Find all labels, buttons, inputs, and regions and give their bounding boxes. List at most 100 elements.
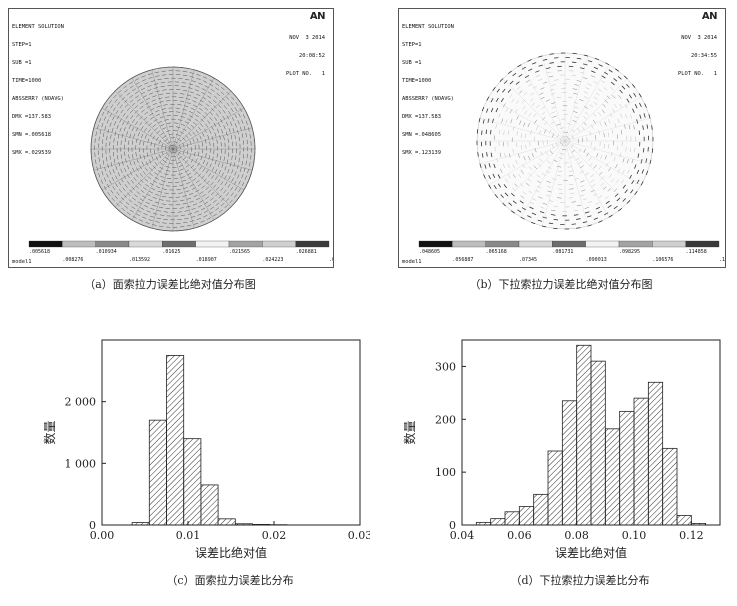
cable-segment: [196, 111, 201, 114]
radial-cable: [564, 140, 628, 204]
x-tick-label: 0.08: [564, 529, 589, 542]
cable-segment: [519, 183, 524, 187]
cable-segment: [629, 147, 631, 153]
cable-segment: [142, 95, 147, 98]
cable-segment: [236, 197, 240, 201]
cable-segment: [570, 192, 575, 194]
cable-segment: [535, 70, 540, 73]
cable-segment: [495, 124, 497, 129]
cable-segment: [140, 133, 144, 139]
legend-swatch: [162, 240, 196, 248]
cable-segment: [538, 64, 543, 67]
cable-segment: [165, 152, 170, 156]
cable-segment: [180, 115, 185, 118]
cable-segment: [199, 166, 203, 171]
cable-segment: [204, 85, 209, 89]
cable-segment: [160, 124, 165, 127]
cable-segment: [583, 63, 588, 66]
cable-segment: [252, 165, 254, 171]
cable-segment: [245, 160, 247, 165]
cable-segment: [146, 210, 151, 213]
cable-segment: [624, 75, 628, 80]
cable-segment: [134, 105, 139, 109]
cable-segment: [551, 214, 556, 216]
cable-segment: [641, 169, 645, 174]
cable-segment: [615, 179, 619, 184]
cable-segment: [572, 88, 578, 90]
legend-swatch: [452, 240, 486, 248]
cable-segment: [214, 160, 217, 165]
cable-segment: [154, 177, 159, 180]
cable-segment: [187, 213, 193, 215]
cable-segment: [209, 163, 212, 168]
cable-segment: [570, 144, 574, 148]
cable-segment: [192, 203, 198, 206]
cable-segment: [551, 106, 556, 109]
cable-segment: [162, 222, 167, 224]
cable-segment: [249, 172, 252, 177]
cable-segment: [539, 158, 543, 163]
cable-segment: [578, 161, 583, 165]
cable-segment: [92, 127, 94, 133]
model-view: .005618 .010934 .01625 .021565 .026881 .00827…: [28, 66, 333, 263]
cable-segment: [159, 101, 164, 103]
cable-segment: [215, 202, 220, 206]
cable-segment: [110, 162, 113, 167]
legend-swatch: [552, 240, 586, 248]
y-tick-label: 100: [435, 466, 456, 479]
cable-segment: [125, 201, 130, 206]
cable-segment: [211, 175, 215, 179]
cable-segment: [93, 169, 95, 174]
cable-segment: [557, 184, 562, 186]
cable-segment: [201, 92, 206, 95]
cable-segment: [101, 122, 104, 128]
cable-segment: [583, 77, 588, 80]
cable-segment: [135, 121, 138, 126]
cable-segment: [545, 194, 551, 197]
cable-segment: [624, 124, 626, 129]
cable-segment: [608, 132, 610, 138]
cable-segment: [579, 165, 584, 169]
cable-segment: [595, 135, 597, 140]
cable-segment: [132, 154, 134, 159]
cable-segment: [573, 102, 578, 104]
cable-segment: [182, 142, 185, 148]
caption-c: （c）面索拉力误差比分布: [166, 574, 294, 587]
cable-segment: [234, 186, 238, 191]
cable-segment: [130, 179, 134, 184]
cable-segment: [498, 113, 501, 118]
cable-segment: [148, 92, 154, 95]
cable-segment: [120, 197, 125, 201]
cable-segment: [155, 110, 160, 113]
cable-segment: [228, 128, 231, 133]
cable-segment: [149, 215, 155, 218]
model-view: .048605 .065168 .081731 .098295 .114858 .0568…: [418, 52, 725, 263]
cable-segment: [116, 101, 121, 106]
x-tick-label: 0.00: [90, 529, 115, 542]
histogram-bar: [633, 397, 649, 526]
cable-segment: [617, 118, 620, 124]
header-line: TIME=1000: [12, 78, 42, 84]
cable-segment: [231, 202, 236, 207]
cable-segment: [510, 119, 513, 124]
cable-segment: [122, 187, 126, 192]
cable-segment: [201, 88, 206, 91]
cable-segment: [138, 219, 144, 222]
cable-segment: [101, 170, 104, 176]
plot-number: PLOT NO. 1: [678, 71, 717, 77]
cable-segment: [120, 154, 122, 159]
cable-segment: [477, 152, 479, 157]
cable-segment: [502, 163, 505, 169]
cable-segment: [154, 127, 159, 131]
cable-segment: [140, 179, 144, 183]
cable-segment: [190, 158, 194, 163]
cable-segment: [164, 138, 168, 142]
cable-segment: [203, 210, 209, 213]
cable-segment: [137, 182, 142, 186]
cable-segment: [201, 185, 205, 189]
cable-segment: [482, 119, 485, 124]
cable-segment: [126, 78, 131, 82]
cable-segment: [612, 108, 615, 113]
cable-segment: [159, 183, 164, 186]
cable-segment: [181, 82, 187, 84]
